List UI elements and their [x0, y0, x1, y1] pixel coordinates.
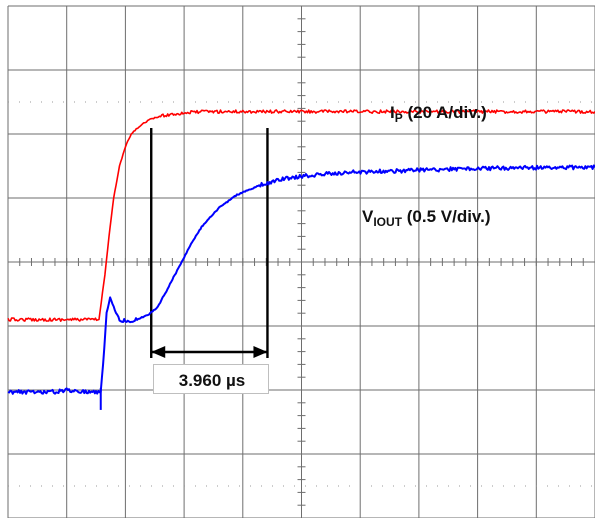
ip-label-main: I [390, 103, 395, 122]
time-measurement-arrow [151, 346, 268, 358]
viout-voltage-trace [7, 164, 595, 395]
measurement-arrowhead-left [151, 346, 166, 358]
viout-label-main: V [362, 207, 374, 226]
cursor-lines [150, 128, 269, 358]
ip-label-scale: (20 A/div.) [402, 103, 487, 122]
delta-time-value: 3.960 µs [178, 371, 246, 390]
ip-label-subscript: P [394, 111, 403, 125]
viout-label-scale: (0.5 V/div.) [402, 207, 491, 226]
delta-time-readout: 3.960 µs [153, 364, 269, 394]
viout-label-subscript: IOUT [373, 215, 403, 229]
measurement-arrowhead-right [253, 346, 268, 358]
ip-channel-label: IP (20 A/div.) [390, 103, 487, 124]
ip-current-trace [7, 109, 595, 323]
grid [7, 5, 595, 519]
traces [7, 109, 595, 410]
viout-channel-label: VIOUT (0.5 V/div.) [362, 207, 491, 228]
